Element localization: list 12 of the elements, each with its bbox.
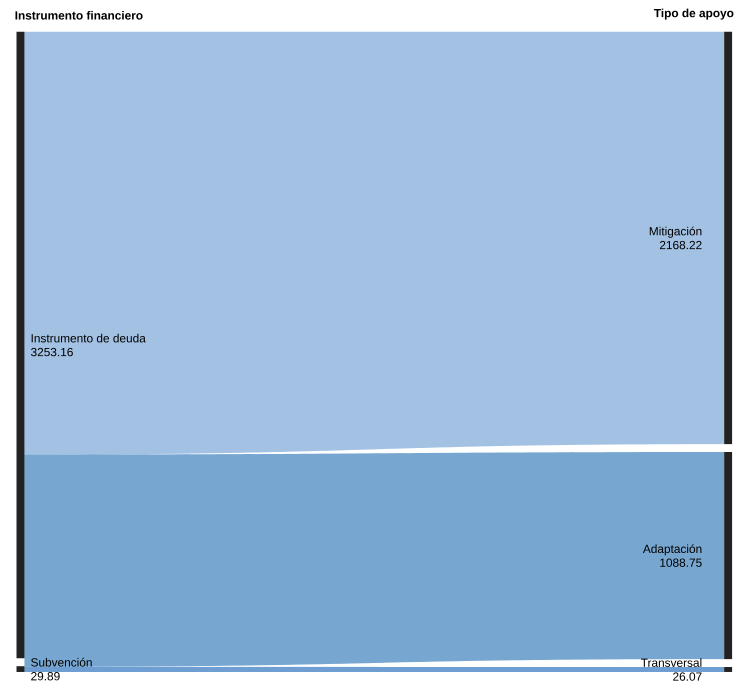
data-label: 2168.22	[660, 240, 702, 250]
category-label: Mitigación	[650, 226, 702, 238]
text: Instrumento financiero	[15, 11, 143, 20]
data-label: 29.89	[31, 672, 60, 681]
category-label: Subvención	[31, 658, 92, 667]
data-label: 1088.75	[660, 558, 702, 567]
text: Tipo de apoyo	[654, 8, 734, 20]
data-label: 3253.16	[31, 348, 73, 356]
data-label: 26.07	[673, 672, 702, 681]
category-label: Transversal	[640, 658, 702, 668]
category-label: Adaptación	[642, 544, 702, 556]
category-label: Instrumento de deuda	[32, 334, 146, 343]
